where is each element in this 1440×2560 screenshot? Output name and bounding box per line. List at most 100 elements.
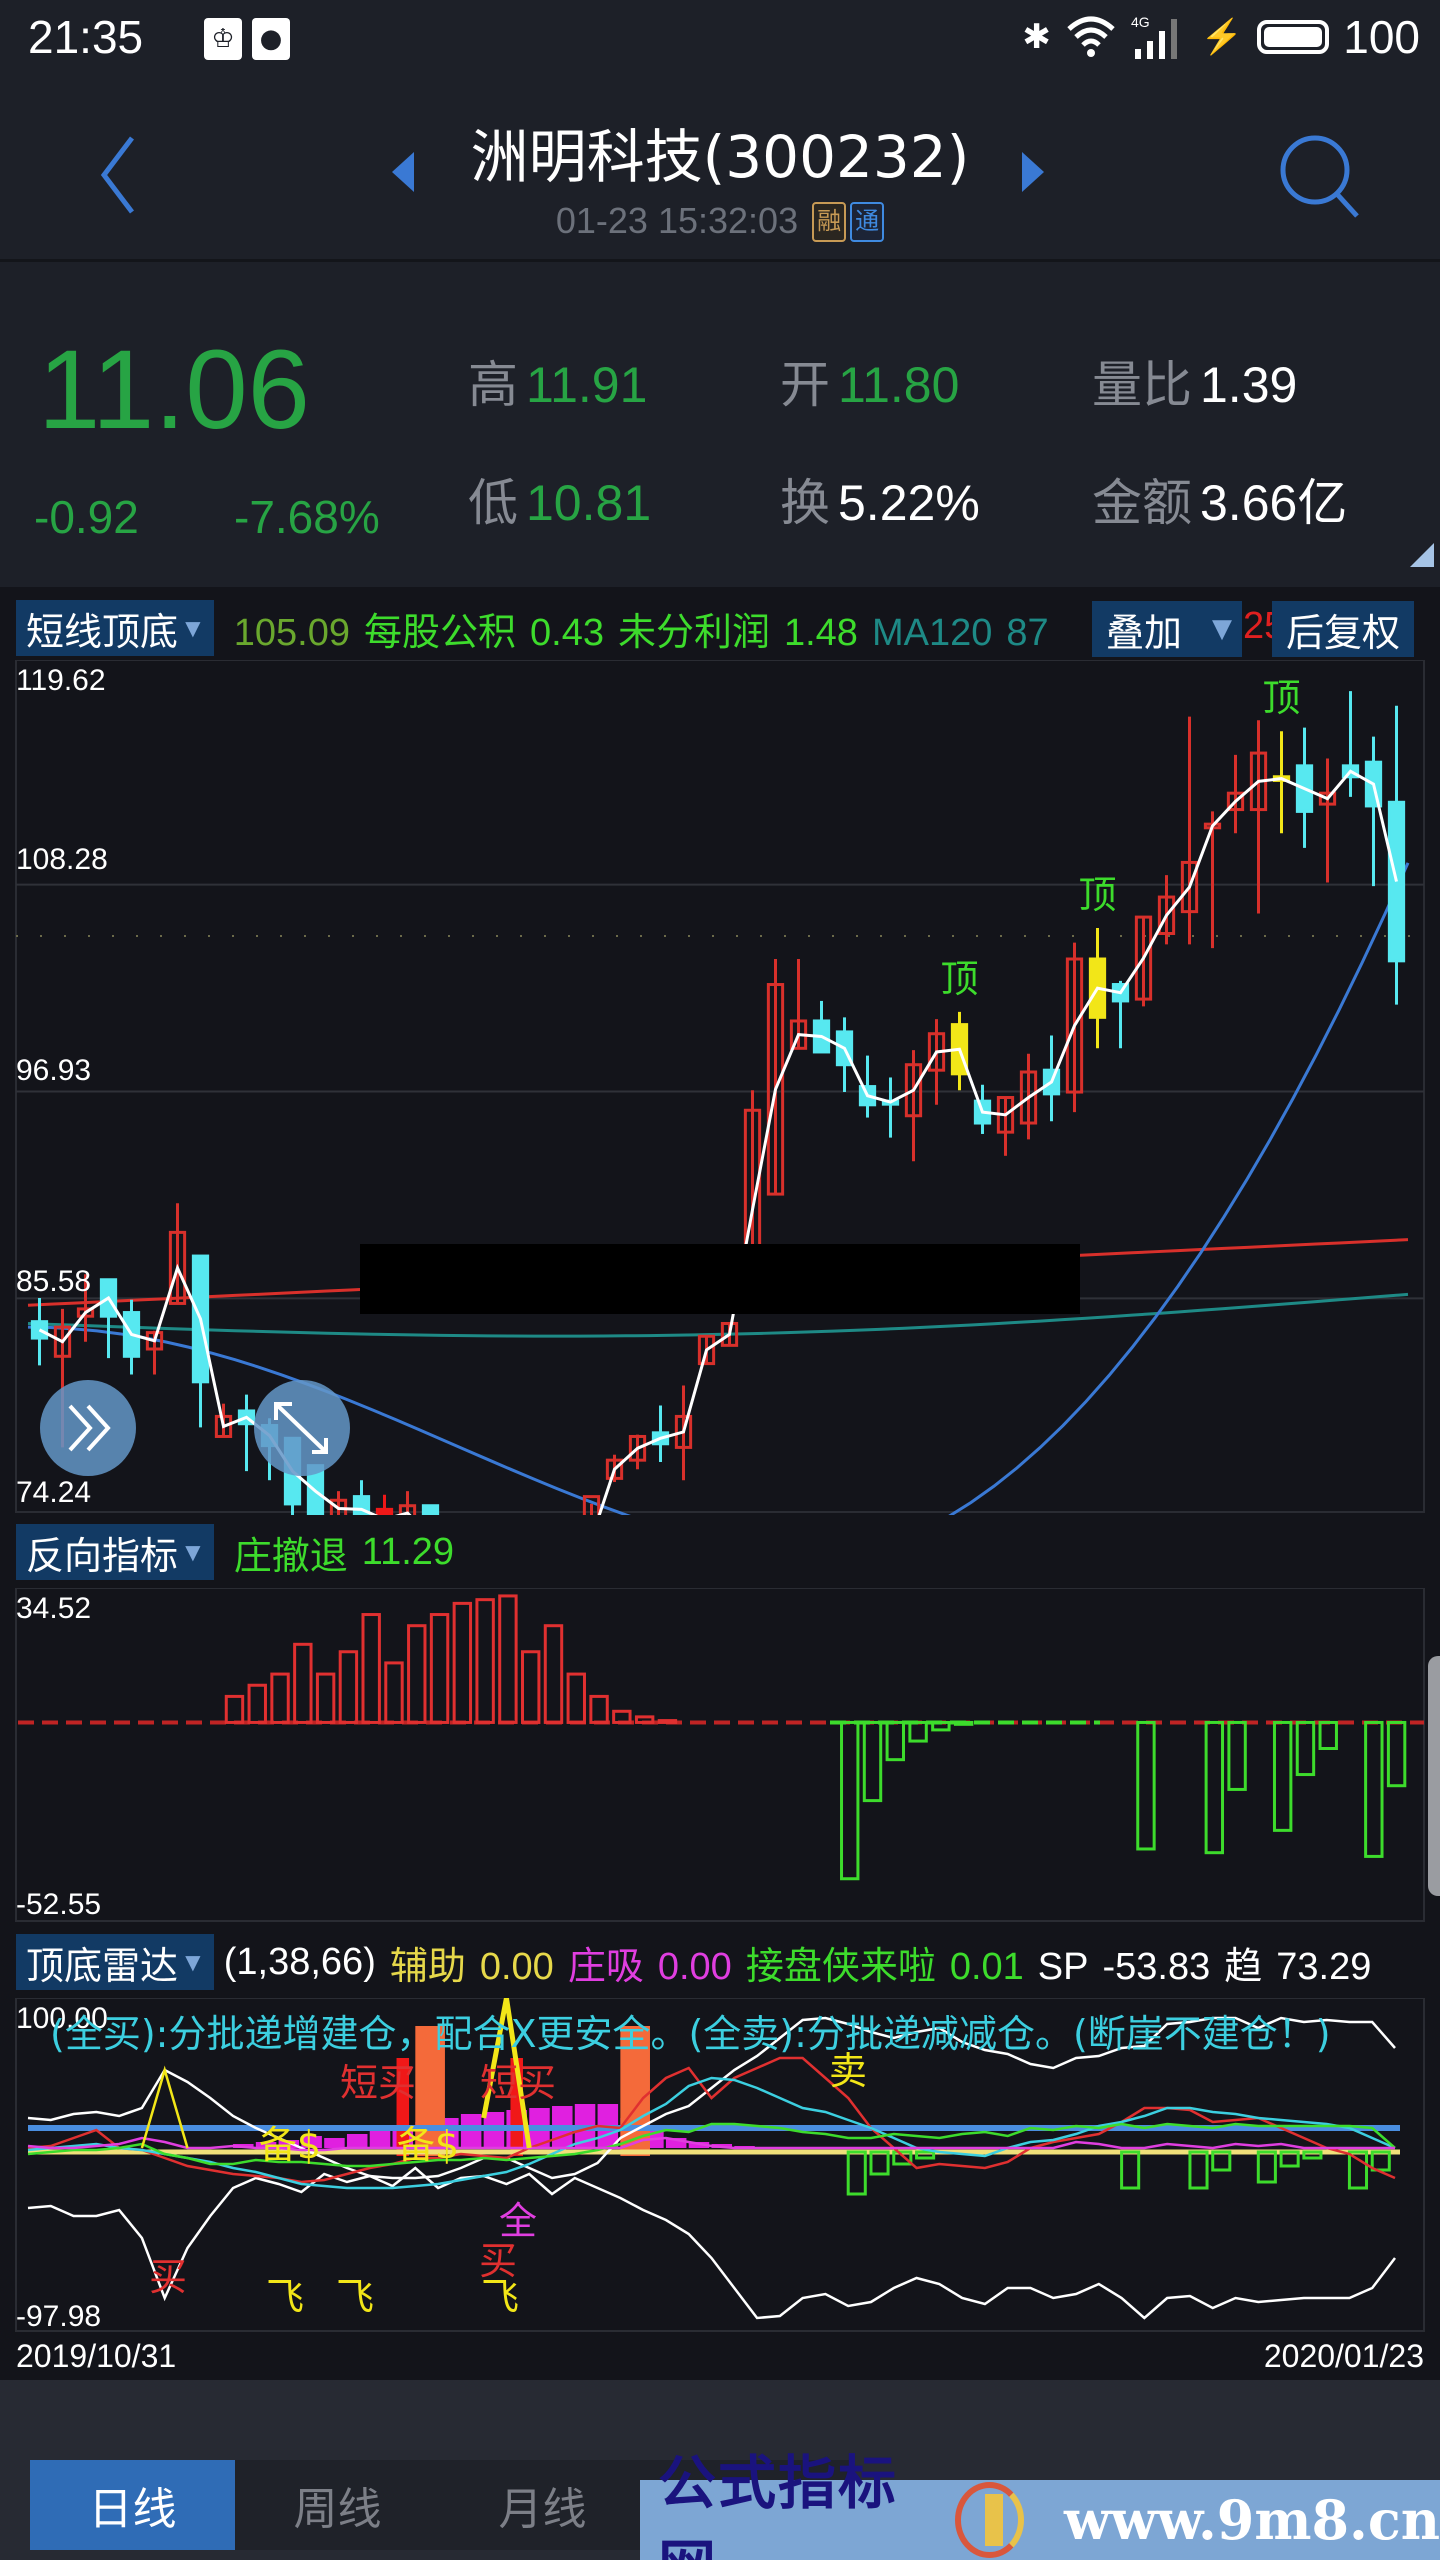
chevron-down-icon: ▼ bbox=[180, 1536, 206, 1567]
svg-text:飞: 飞 bbox=[266, 2275, 304, 2319]
svg-text:顶: 顶 bbox=[1078, 873, 1116, 917]
high-stat: 高 11.91 bbox=[468, 357, 648, 413]
qq-icon: ● bbox=[252, 18, 290, 60]
watermark-text: 公式指标网 bbox=[658, 2449, 899, 2560]
quote-datetime: 01-23 15:32:03 bbox=[555, 200, 799, 241]
svg-text:买: 买 bbox=[479, 2239, 517, 2283]
svg-text:买: 买 bbox=[149, 2255, 187, 2299]
battery-icon bbox=[1257, 20, 1330, 54]
open-stat: 开 11.80 bbox=[780, 357, 960, 413]
status-time: 21:35 bbox=[28, 11, 144, 63]
back-button[interactable] bbox=[90, 130, 150, 220]
page-title: 洲明科技(300232) bbox=[470, 123, 970, 191]
radar-note: (全买):分批递增建仓，配合X更安全。(全卖):分批递减减仓。(断崖不建仓！) bbox=[50, 2012, 1331, 2056]
legend-label: 庄吸 bbox=[567, 1945, 644, 1988]
radar-legend: 辅助 0.00 庄吸 0.00 接盘侠来啦 0.01 SP -53.83 趋 73.29 bbox=[390, 1935, 1386, 1990]
y-axis-label-min: 74.24 bbox=[16, 1476, 92, 1509]
legend-label: 庄撤退 bbox=[233, 1535, 348, 1578]
candlestick-chart[interactable]: 底底顶顶顶 bbox=[0, 660, 1440, 1515]
svg-text:短买: 短买 bbox=[340, 2061, 416, 2105]
quote-time-line: 01-23 15:32:03 融通 bbox=[0, 200, 1440, 242]
side-drawer-handle[interactable] bbox=[1428, 1656, 1440, 1896]
date-end: 2020/01/23 bbox=[1263, 2338, 1424, 2374]
expand-sidebar-button[interactable] bbox=[40, 1380, 136, 1476]
tab-monthly[interactable]: 月线 bbox=[498, 2484, 587, 2535]
battery-level: 100 bbox=[1343, 11, 1420, 63]
volume-ratio-stat: 量比 1.39 bbox=[1092, 357, 1298, 413]
svg-text:短买: 短买 bbox=[480, 2061, 556, 2105]
y-axis-label-max: 100.00 bbox=[16, 2002, 108, 2035]
svg-text:顶: 顶 bbox=[940, 957, 978, 1001]
svg-text:顶: 顶 bbox=[1262, 676, 1300, 720]
wifi-icon bbox=[1067, 16, 1115, 57]
svg-text:备$: 备$ bbox=[397, 2123, 459, 2167]
bluetooth-icon: ✱ bbox=[1022, 18, 1051, 56]
main-indicator-select[interactable]: 短线顶底 ▼ bbox=[16, 600, 214, 656]
turnover-stat: 换 5.22% bbox=[780, 475, 980, 531]
connect-badge: 通 bbox=[850, 202, 885, 242]
legend-value: 11.29 bbox=[361, 1530, 455, 1573]
legend-label: 接盘侠来啦 bbox=[745, 1945, 936, 1988]
margin-badge: 融 bbox=[812, 202, 847, 242]
fullscreen-icon bbox=[274, 1402, 328, 1454]
legend-item: 每股公积 bbox=[363, 611, 516, 654]
prev-stock-button[interactable] bbox=[388, 150, 418, 194]
legend-value: 73.29 bbox=[1276, 1945, 1372, 1988]
amount-stat: 金额 3.66亿 bbox=[1092, 475, 1348, 531]
reverse-indicator-select[interactable]: 反向指标 ▼ bbox=[16, 1524, 214, 1580]
legend-item: 0.43 bbox=[530, 611, 604, 654]
reverse-indicator-bar: 反向指标 ▼ 庄撤退 11.29 bbox=[0, 1517, 1440, 1587]
next-stock-button[interactable] bbox=[1018, 150, 1048, 194]
svg-text:4G: 4G bbox=[1131, 14, 1150, 30]
legend-item: 未分利润 bbox=[617, 611, 770, 654]
double-chevron-right-icon bbox=[68, 1404, 111, 1452]
watermark-logo-icon bbox=[954, 2482, 1024, 2558]
tab-daily[interactable]: 日线 bbox=[30, 2460, 235, 2550]
fullscreen-button[interactable] bbox=[254, 1380, 350, 1476]
y-axis-label: 108.28 bbox=[16, 843, 108, 876]
legend-item: 87 bbox=[1006, 611, 1049, 654]
chevron-down-icon: ▼ bbox=[1212, 614, 1233, 644]
legend-item: 105.09 bbox=[233, 611, 350, 654]
legend-label: 趋 bbox=[1224, 1945, 1263, 1988]
search-button[interactable] bbox=[1275, 130, 1365, 220]
radar-indicator-bar: 顶底雷达 ▼ (1,38,66) 辅助 0.00 庄吸 0.00 接盘侠来啦 0.01 SP -… bbox=[0, 1927, 1440, 1997]
radar-indicator-select[interactable]: 顶底雷达 ▼ bbox=[16, 1934, 214, 1990]
svg-text:飞: 飞 bbox=[481, 2275, 519, 2319]
date-start: 2019/10/31 bbox=[16, 2338, 177, 2374]
legend-value: 0.01 bbox=[949, 1945, 1024, 1988]
main-legend: 105.09 每股公积 0.43 未分利润 1.48 MA120 87 bbox=[234, 601, 1063, 656]
chevron-down-icon: ▼ bbox=[180, 612, 206, 643]
quote-panel: 11.06 -0.92 -7.68% 高 11.91 开 11.80 量比 1.39 … bbox=[0, 265, 1440, 585]
radar-indicator-chart[interactable]: 买飞飞飞备$ 备$短买 短买全买卖 bbox=[0, 1998, 1440, 2336]
watermark-banner: 公式指标网 www.9m8.cn bbox=[640, 2449, 1440, 2560]
last-price: 11.06 bbox=[38, 327, 310, 452]
legend-item: MA120 bbox=[871, 611, 993, 654]
y-axis-label: 96.93 bbox=[16, 1054, 92, 1087]
stock-header: 洲明科技(300232) 01-23 15:32:03 融通 bbox=[0, 80, 1440, 262]
legend-value: 0.00 bbox=[657, 1945, 732, 1988]
charging-icon: ⚡ bbox=[1200, 18, 1244, 56]
y-axis-label-max: 34.52 bbox=[16, 1592, 92, 1625]
chevron-down-icon: ▼ bbox=[180, 1946, 206, 1977]
price-change-pct: -7.68% bbox=[234, 491, 380, 543]
svg-text:飞: 飞 bbox=[336, 2275, 374, 2319]
redacted-overlay bbox=[360, 1244, 1080, 1314]
overlay-button[interactable]: 叠加 ▼ bbox=[1092, 601, 1243, 657]
status-indicators: ✱ 4G ⚡ 100 bbox=[1022, 10, 1420, 64]
tab-weekly[interactable]: 周线 bbox=[293, 2484, 382, 2535]
svg-text:全: 全 bbox=[499, 2199, 537, 2243]
4g-signal-icon: 4G bbox=[1131, 14, 1177, 59]
legend-label: 辅助 bbox=[389, 1945, 466, 1988]
date-range: 2019/10/31 2020/01/23 bbox=[0, 2338, 1440, 2380]
reverse-indicator-chart[interactable] bbox=[0, 1588, 1440, 1923]
svg-text:卖: 卖 bbox=[829, 2049, 867, 2093]
expand-corner-icon[interactable] bbox=[1410, 543, 1434, 567]
legend-value: 0.00 bbox=[479, 1945, 554, 1988]
watermark-url: www.9m8.cn bbox=[1063, 2488, 1440, 2552]
indicator-params: (1,38,66) bbox=[223, 1940, 376, 1983]
adjust-button[interactable]: 后复权 bbox=[1272, 601, 1415, 657]
y-axis-label: 85.58 bbox=[16, 1265, 92, 1298]
legend-value: -53.83 bbox=[1102, 1945, 1211, 1988]
legend-item: 1.48 bbox=[783, 611, 858, 654]
